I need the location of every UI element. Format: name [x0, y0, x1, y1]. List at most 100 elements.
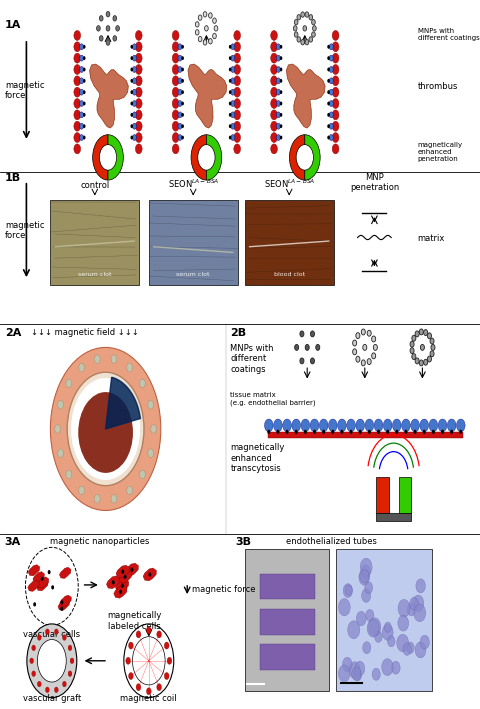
Circle shape — [342, 657, 352, 671]
Circle shape — [234, 42, 240, 52]
Circle shape — [209, 38, 212, 44]
Circle shape — [181, 56, 184, 60]
Circle shape — [146, 627, 151, 634]
Circle shape — [124, 624, 174, 698]
Circle shape — [297, 15, 300, 20]
Circle shape — [372, 353, 376, 359]
Text: serum clot: serum clot — [177, 272, 210, 277]
Bar — [260, 574, 314, 599]
Circle shape — [398, 599, 410, 617]
Circle shape — [301, 40, 304, 45]
Circle shape — [135, 110, 142, 120]
Circle shape — [276, 67, 280, 72]
Circle shape — [360, 558, 372, 576]
Circle shape — [293, 26, 297, 31]
Circle shape — [116, 26, 120, 31]
Circle shape — [304, 430, 307, 434]
Circle shape — [338, 598, 350, 616]
Circle shape — [178, 44, 182, 50]
Wedge shape — [191, 135, 206, 180]
Circle shape — [391, 661, 400, 674]
Circle shape — [309, 15, 312, 20]
Circle shape — [332, 121, 339, 131]
Circle shape — [271, 30, 277, 40]
Circle shape — [229, 90, 231, 94]
Circle shape — [131, 56, 133, 60]
Circle shape — [54, 629, 58, 635]
Circle shape — [327, 124, 330, 128]
Wedge shape — [108, 135, 123, 180]
Circle shape — [60, 601, 63, 605]
Circle shape — [33, 602, 36, 606]
Circle shape — [398, 615, 408, 631]
Circle shape — [178, 135, 182, 140]
Circle shape — [348, 621, 360, 639]
Circle shape — [37, 635, 41, 640]
Polygon shape — [106, 377, 141, 429]
Circle shape — [271, 87, 277, 97]
Circle shape — [66, 470, 72, 479]
Circle shape — [66, 379, 72, 388]
Circle shape — [48, 570, 50, 574]
Circle shape — [198, 36, 202, 42]
Circle shape — [132, 44, 136, 50]
Circle shape — [331, 430, 334, 434]
Circle shape — [416, 579, 425, 593]
Circle shape — [415, 642, 426, 658]
Polygon shape — [116, 565, 129, 578]
Circle shape — [58, 401, 63, 409]
Circle shape — [126, 657, 131, 664]
Circle shape — [229, 67, 231, 72]
Polygon shape — [28, 564, 40, 576]
Circle shape — [367, 359, 371, 364]
Text: serum clot: serum clot — [78, 272, 111, 277]
Circle shape — [361, 329, 365, 335]
Circle shape — [132, 55, 136, 61]
Circle shape — [271, 110, 277, 120]
Circle shape — [271, 99, 277, 108]
Circle shape — [276, 89, 280, 95]
Circle shape — [234, 121, 240, 131]
Circle shape — [167, 657, 172, 664]
Circle shape — [356, 419, 364, 432]
Circle shape — [127, 486, 132, 495]
Circle shape — [456, 419, 465, 432]
Circle shape — [410, 597, 418, 610]
Circle shape — [67, 372, 144, 486]
Text: SEON$^{LA-BSA}$: SEON$^{LA-BSA}$ — [264, 178, 315, 190]
Circle shape — [312, 20, 315, 25]
Circle shape — [83, 67, 85, 72]
Circle shape — [345, 585, 352, 596]
Circle shape — [178, 67, 182, 72]
Circle shape — [172, 110, 179, 120]
Circle shape — [332, 53, 339, 63]
Circle shape — [369, 618, 381, 636]
Circle shape — [415, 331, 419, 337]
Circle shape — [213, 18, 216, 23]
Circle shape — [382, 659, 393, 676]
Circle shape — [332, 30, 339, 40]
Circle shape — [131, 113, 133, 117]
Circle shape — [74, 133, 81, 143]
Circle shape — [172, 133, 179, 143]
Circle shape — [131, 101, 133, 106]
Circle shape — [209, 13, 212, 18]
Circle shape — [79, 363, 84, 372]
Circle shape — [131, 45, 133, 49]
Text: magnetic
force: magnetic force — [5, 220, 44, 240]
Circle shape — [303, 26, 307, 31]
Circle shape — [396, 430, 398, 434]
Circle shape — [148, 449, 154, 457]
Circle shape — [135, 65, 142, 74]
Text: MNP
penetration: MNP penetration — [350, 173, 399, 192]
Circle shape — [311, 358, 314, 364]
Bar — [268, 432, 463, 438]
Circle shape — [140, 379, 145, 388]
Circle shape — [414, 430, 417, 434]
Circle shape — [164, 642, 169, 649]
Circle shape — [172, 144, 179, 154]
Circle shape — [361, 360, 365, 366]
Circle shape — [328, 419, 337, 432]
Circle shape — [430, 351, 434, 357]
Circle shape — [58, 449, 63, 457]
